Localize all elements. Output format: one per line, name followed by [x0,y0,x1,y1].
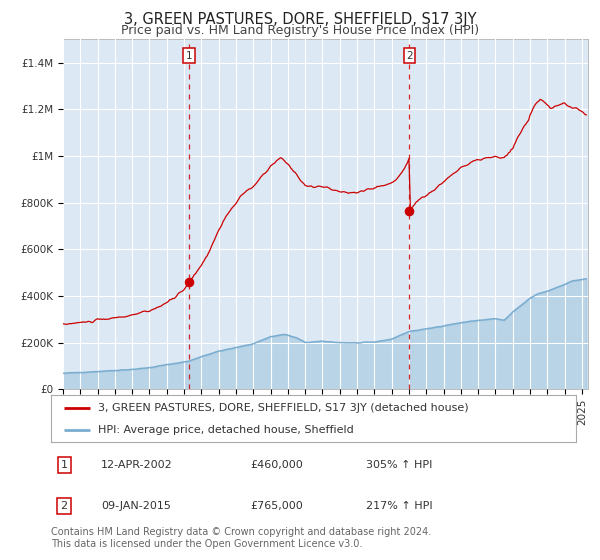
Text: 305% ↑ HPI: 305% ↑ HPI [366,460,433,470]
Text: 3, GREEN PASTURES, DORE, SHEFFIELD, S17 3JY: 3, GREEN PASTURES, DORE, SHEFFIELD, S17 … [124,12,476,27]
Text: 217% ↑ HPI: 217% ↑ HPI [366,501,433,511]
Text: 1: 1 [61,460,68,470]
Text: £765,000: £765,000 [251,501,303,511]
Text: 3, GREEN PASTURES, DORE, SHEFFIELD, S17 3JY (detached house): 3, GREEN PASTURES, DORE, SHEFFIELD, S17 … [98,403,469,413]
Text: 1: 1 [185,50,192,60]
Text: 2: 2 [406,50,413,60]
Text: Contains HM Land Registry data © Crown copyright and database right 2024.
This d: Contains HM Land Registry data © Crown c… [51,527,431,549]
Text: £460,000: £460,000 [251,460,303,470]
Text: HPI: Average price, detached house, Sheffield: HPI: Average price, detached house, Shef… [98,425,354,435]
Point [404,206,414,215]
Text: 12-APR-2002: 12-APR-2002 [101,460,173,470]
Text: Price paid vs. HM Land Registry's House Price Index (HPI): Price paid vs. HM Land Registry's House … [121,24,479,37]
Text: 09-JAN-2015: 09-JAN-2015 [101,501,171,511]
Point [184,277,194,286]
Text: 2: 2 [61,501,68,511]
